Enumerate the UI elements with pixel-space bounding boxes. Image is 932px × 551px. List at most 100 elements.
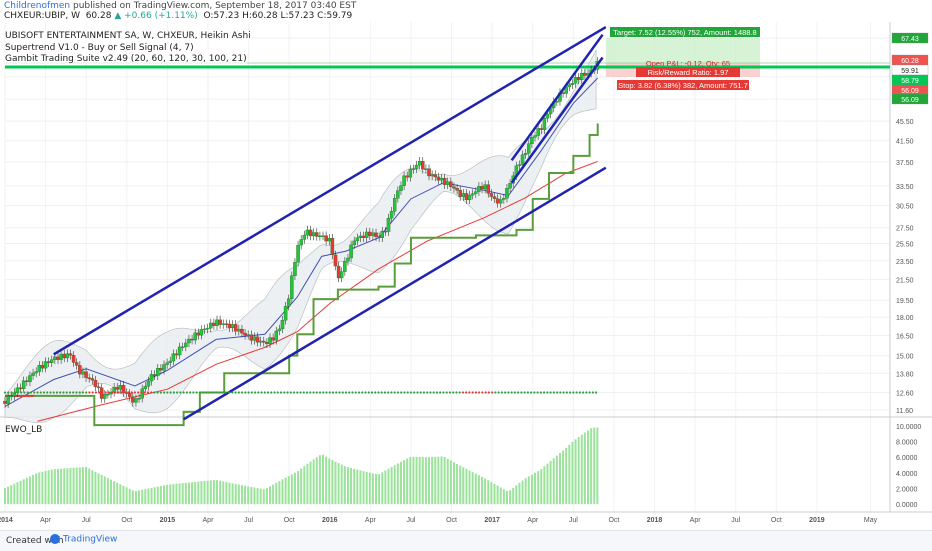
signal-dot xyxy=(182,391,185,394)
signal-dot xyxy=(198,391,201,394)
price-tick-label: 30.50 xyxy=(896,204,914,211)
ewo-bar xyxy=(443,457,446,505)
channel-line-mid_lower xyxy=(510,56,604,184)
ewo-tick-label: 6.0000 xyxy=(896,455,918,462)
ewo-bar xyxy=(13,483,16,505)
signal-dot xyxy=(296,391,299,394)
candle-body xyxy=(489,193,494,197)
candle-body xyxy=(427,168,431,177)
signal-dot xyxy=(526,391,529,394)
signal-dot xyxy=(565,391,568,394)
candle-body xyxy=(530,137,534,144)
ewo-bar xyxy=(543,466,546,505)
candle-body xyxy=(262,340,266,343)
signal-dot xyxy=(543,391,546,394)
signal-dot xyxy=(75,391,78,394)
signal-dot xyxy=(202,391,205,394)
ewo-bar xyxy=(593,427,596,505)
signal-dot xyxy=(416,391,419,394)
ewo-bar xyxy=(468,470,471,505)
candle-body xyxy=(349,244,353,259)
signal-dot xyxy=(189,391,192,394)
legend-gambit[interactable]: Gambit Trading Suite v2.49 (20, 60, 120,… xyxy=(5,54,247,64)
candle-body xyxy=(65,353,70,359)
ewo-bar xyxy=(540,469,543,505)
tradingview-brand[interactable]: TradingView xyxy=(50,534,117,545)
signal-dot xyxy=(72,391,75,394)
price-tick-label: 12.60 xyxy=(896,391,914,398)
author-link[interactable]: Childrenofmen xyxy=(4,1,71,11)
ewo-bar xyxy=(359,470,362,505)
price-tick-label: 37.50 xyxy=(896,160,914,167)
ewo-bar xyxy=(72,467,75,505)
candle-body xyxy=(517,164,522,166)
time-tick-label: Oct xyxy=(121,517,132,524)
signal-dot xyxy=(299,391,302,394)
signal-dot xyxy=(432,391,435,394)
signal-dot xyxy=(364,391,367,394)
price-tick-label: 27.50 xyxy=(896,226,914,233)
ewo-bar xyxy=(375,474,378,505)
candle-body xyxy=(196,332,201,336)
ewo-bar xyxy=(131,490,134,505)
ewo-bar xyxy=(527,476,530,505)
candle-body xyxy=(9,395,13,398)
signal-dot xyxy=(357,391,361,394)
price-tick-label: 11.60 xyxy=(896,408,913,415)
risk-reward-label-box xyxy=(636,67,740,77)
price-tick-label: 16.50 xyxy=(896,334,914,341)
candle-body xyxy=(486,184,491,194)
ewo-bar xyxy=(85,466,88,505)
signal-dot xyxy=(94,391,98,394)
candle-body xyxy=(246,334,250,336)
signal-dot xyxy=(65,391,68,394)
candle-body xyxy=(159,368,163,371)
candle-body xyxy=(324,235,328,242)
ewo-bar xyxy=(237,484,240,505)
signal-dot xyxy=(500,391,503,394)
ewo-bar xyxy=(281,479,284,505)
signal-dot xyxy=(396,391,400,394)
signal-dot xyxy=(556,391,559,394)
candle-body xyxy=(146,380,151,387)
candle-body xyxy=(46,361,51,363)
ewo-bar xyxy=(409,456,412,505)
chart-canvas[interactable]: 11.60 12.60 13.80 15.00 16.50 18.00 19.50 21.50… xyxy=(0,22,932,530)
ewo-bar xyxy=(452,462,455,505)
ewo-bar xyxy=(290,474,293,505)
time-tick-label: Jul xyxy=(731,517,740,524)
time-tick-label: Oct xyxy=(608,517,619,524)
legend-supertrend[interactable]: Supertrend V1.0 - Buy or Sell Signal (4,… xyxy=(5,43,194,53)
candle-body xyxy=(137,398,141,400)
candle-body xyxy=(290,275,294,299)
signal-dot xyxy=(530,391,533,394)
legend-ewo[interactable]: EWO_LB xyxy=(5,425,43,435)
signal-dot xyxy=(552,391,555,394)
signal-dot xyxy=(341,391,344,394)
candle-body xyxy=(121,385,126,393)
ewo-bar xyxy=(116,482,119,505)
ewo-bar xyxy=(549,460,552,505)
publish-line: Childrenofmen published on TradingView.c… xyxy=(4,1,356,12)
channel-line-lower xyxy=(182,166,607,421)
candle-body xyxy=(318,235,322,238)
candle-body xyxy=(293,262,297,276)
signal-dot xyxy=(507,391,510,394)
ewo-bar xyxy=(100,474,103,505)
candle-body xyxy=(436,176,441,181)
ewo-bar xyxy=(234,483,237,505)
candle-body xyxy=(25,380,29,383)
ewo-bar xyxy=(293,472,296,505)
candle-body xyxy=(467,194,472,200)
ewo-bar xyxy=(558,453,561,505)
ewo-bar xyxy=(583,432,586,505)
ewo-bar xyxy=(577,437,580,505)
ewo-bar xyxy=(399,461,402,505)
ewo-bar xyxy=(406,458,409,505)
signal-dot xyxy=(439,391,442,394)
candle-body xyxy=(212,322,216,326)
signal-dot xyxy=(88,391,91,394)
candle-body xyxy=(580,72,584,81)
signal-dot xyxy=(458,391,461,394)
ewo-bar xyxy=(41,471,44,505)
